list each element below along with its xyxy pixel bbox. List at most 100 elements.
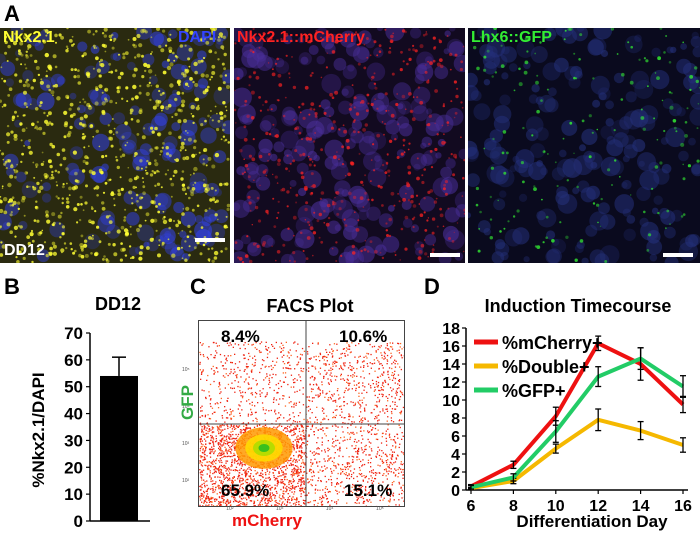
facs-event bbox=[283, 363, 286, 365]
dapi-nucleus bbox=[170, 63, 187, 80]
facs-event bbox=[216, 498, 218, 500]
mcherry-signal bbox=[318, 212, 322, 217]
facs-event bbox=[349, 466, 351, 468]
dapi-nucleus bbox=[307, 150, 318, 161]
facs-event bbox=[401, 432, 403, 434]
mcherry-signal bbox=[390, 113, 395, 118]
nkx21-signal bbox=[185, 156, 190, 160]
facs-event bbox=[247, 478, 249, 481]
facs-event bbox=[299, 437, 301, 439]
dapi-nucleus bbox=[213, 150, 227, 164]
facs-event bbox=[263, 479, 266, 481]
nkx21-signal bbox=[135, 193, 139, 197]
facs-event bbox=[210, 477, 212, 479]
facs-event bbox=[219, 446, 222, 449]
facs-event bbox=[229, 342, 231, 344]
facs-event bbox=[216, 345, 219, 347]
nkx21-signal bbox=[129, 225, 132, 228]
bar-chart-ytick-label: 40 bbox=[64, 405, 83, 424]
facs-event bbox=[289, 502, 291, 504]
facs-event bbox=[328, 490, 330, 493]
mcherry-signal bbox=[300, 175, 305, 180]
dapi-nucleus bbox=[483, 28, 498, 39]
facs-event bbox=[214, 450, 216, 452]
facs-event bbox=[245, 478, 248, 481]
facs-event bbox=[323, 458, 325, 460]
gfp-signal bbox=[477, 249, 481, 253]
nkx21-signal bbox=[140, 167, 143, 170]
facs-event bbox=[295, 404, 297, 406]
facs-event bbox=[362, 464, 364, 466]
dapi-nucleus bbox=[689, 107, 700, 126]
facs-event bbox=[297, 363, 299, 365]
dapi-nucleus bbox=[154, 192, 172, 211]
facs-event bbox=[366, 493, 369, 495]
facs-event bbox=[311, 463, 313, 465]
dapi-nucleus bbox=[548, 87, 557, 97]
facs-event bbox=[219, 446, 221, 448]
nkx21-signal bbox=[110, 144, 114, 148]
gfp-signal bbox=[533, 187, 537, 192]
nkx21-signal bbox=[107, 242, 111, 246]
gfp-signal bbox=[686, 107, 689, 110]
mcherry-signal bbox=[291, 56, 293, 58]
facs-event bbox=[389, 453, 391, 456]
facs-event bbox=[222, 485, 224, 488]
facs-event bbox=[279, 500, 281, 502]
mcherry-signal bbox=[386, 153, 389, 156]
facs-event bbox=[230, 425, 233, 427]
mcherry-signal bbox=[462, 45, 465, 48]
dapi-nucleus bbox=[483, 140, 502, 159]
facs-event bbox=[235, 425, 238, 427]
facs-event bbox=[335, 501, 338, 503]
dapi-nucleus bbox=[420, 142, 427, 149]
facs-event bbox=[367, 438, 369, 441]
facs-event bbox=[237, 504, 239, 506]
dapi-nucleus bbox=[297, 204, 316, 223]
nkx21-signal bbox=[38, 33, 42, 37]
gfp-signal bbox=[607, 168, 611, 172]
facs-event bbox=[292, 379, 294, 381]
facs-event bbox=[209, 488, 212, 490]
facs-event bbox=[262, 497, 264, 500]
nkx21-signal bbox=[174, 98, 177, 101]
facs-event bbox=[291, 491, 293, 493]
nkx21-signal bbox=[105, 258, 109, 261]
facs-event bbox=[287, 497, 289, 499]
facs-event bbox=[289, 418, 291, 420]
facs-event bbox=[306, 472, 308, 474]
mcherry-signal bbox=[310, 191, 314, 195]
nkx21-signal bbox=[42, 161, 45, 163]
facs-event bbox=[392, 495, 394, 497]
dapi-nucleus bbox=[444, 207, 460, 223]
mcherry-signal bbox=[439, 213, 444, 218]
facs-event bbox=[224, 446, 226, 448]
facs-event bbox=[236, 374, 238, 376]
facs-event bbox=[232, 441, 234, 443]
facs-event bbox=[210, 480, 212, 483]
nkx21-signal bbox=[1, 152, 5, 156]
mcherry-signal bbox=[408, 57, 412, 61]
facs-event bbox=[282, 367, 284, 369]
mcherry-signal bbox=[426, 219, 429, 222]
dapi-nucleus bbox=[342, 65, 357, 80]
facs-event bbox=[217, 444, 220, 446]
mcherry-signal bbox=[451, 240, 455, 243]
facs-event bbox=[360, 460, 362, 463]
facs-event bbox=[389, 487, 391, 490]
nkx21-signal bbox=[10, 211, 13, 214]
facs-event bbox=[363, 430, 365, 432]
facs-event bbox=[398, 483, 401, 485]
mcherry-signal bbox=[364, 123, 368, 127]
facs-event bbox=[253, 505, 255, 506]
facs-event bbox=[202, 431, 205, 433]
facs-event bbox=[304, 471, 306, 473]
nkx21-signal bbox=[194, 181, 197, 184]
facs-event bbox=[294, 341, 296, 343]
facs-event bbox=[257, 504, 260, 506]
dapi-nucleus bbox=[483, 228, 491, 236]
facs-event bbox=[268, 366, 270, 368]
facs-event bbox=[246, 492, 248, 494]
facs-event bbox=[210, 496, 212, 499]
facs-event bbox=[386, 471, 388, 473]
